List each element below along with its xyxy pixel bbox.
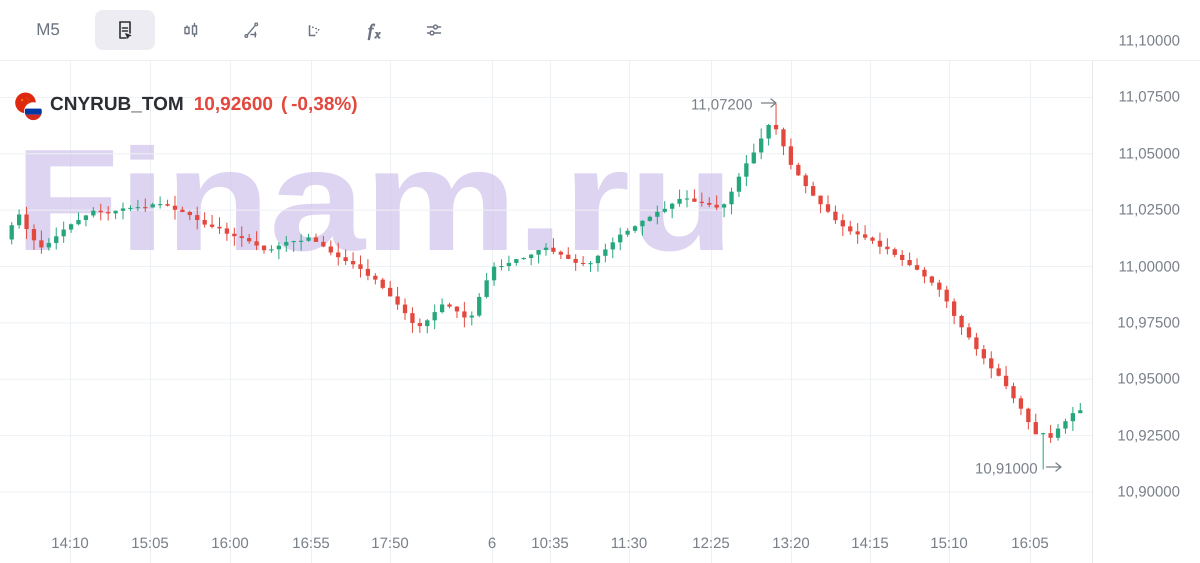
svg-text:x: x [374,27,381,41]
svg-text:f: f [368,21,375,40]
